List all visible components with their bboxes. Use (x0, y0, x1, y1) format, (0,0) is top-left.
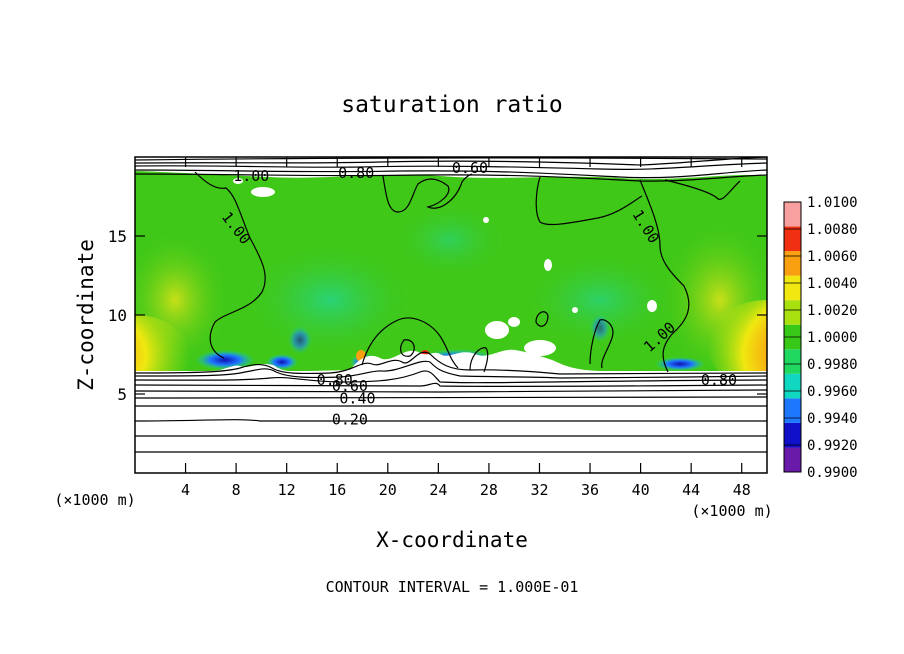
field-white-hole (483, 217, 489, 223)
colorbar-label: 0.9940 (807, 411, 858, 427)
contour-label: 0.40 (339, 390, 375, 408)
contour-label: 1.00 (233, 167, 269, 185)
contour-line-1-00 (589, 319, 614, 369)
field-cyan-patch (520, 250, 680, 350)
contour-line-1-00 (535, 176, 643, 226)
x-tick-label: 4 (181, 481, 190, 499)
colorbar-label: 1.0080 (807, 222, 858, 238)
x-tick-label: 48 (733, 481, 751, 499)
contour-label: 0.80 (338, 164, 374, 182)
contour-lines (135, 157, 767, 454)
contour-line-upper (135, 157, 767, 166)
contour-label: 0.60 (332, 377, 368, 395)
contour-line-1-00 (535, 311, 549, 327)
x-unit-right: (×1000 m) (691, 502, 772, 520)
colorbar-label: 0.9900 (807, 465, 858, 481)
colorbar-segment (784, 398, 801, 423)
colorbar-label: 1.0020 (807, 303, 858, 319)
colorbar-label: 1.0040 (807, 276, 858, 292)
colorbar-label: 1.0000 (807, 330, 858, 346)
x-tick-label: 12 (278, 481, 296, 499)
x-axis: 4 8 12 16 20 24 28 32 36 40 44 48 (181, 157, 751, 499)
field-white-hole (508, 317, 520, 327)
contour-line-lower (135, 389, 767, 393)
colorbar-label: 0.9920 (807, 438, 858, 454)
field-white-hole (572, 307, 578, 313)
contour-label: 0.80 (701, 371, 737, 389)
colorbar-segment (784, 349, 801, 374)
colorbar-label: 0.9960 (807, 384, 858, 400)
y-axis: 5 10 15 (108, 227, 767, 404)
x-tick-label: 24 (429, 481, 447, 499)
contour-line-lower (135, 419, 767, 423)
field-red-right (707, 300, 767, 390)
contour-line-upper (135, 169, 767, 179)
field-lower-white-band (135, 349, 767, 473)
x-tick-label: 40 (632, 481, 650, 499)
field-white-hole (233, 178, 243, 184)
contour-line-upper (135, 162, 767, 170)
contour-line-upper (135, 173, 767, 182)
contour-line-1-00 (361, 317, 459, 369)
contour-label: 0.60 (452, 159, 488, 177)
y-axis-label: Z-coordinate (74, 239, 98, 391)
contour-line-lower (135, 351, 767, 375)
contour-line-upper (135, 157, 767, 161)
field-cyan-patch (390, 200, 510, 280)
x-tick-label: 32 (530, 481, 548, 499)
y-tick-label: 10 (108, 306, 127, 325)
field-blue-patch (655, 357, 705, 371)
colorbar-segment (784, 226, 801, 252)
contour-line-lower (135, 360, 767, 379)
x-tick-label: 16 (328, 481, 346, 499)
colorbar-segment (784, 447, 801, 472)
field-blue-patch (195, 350, 255, 370)
colorbar-segment (784, 300, 801, 325)
colorbar-segment (784, 202, 801, 227)
contour-labels: 1.00 0.80 0.601.00 1.001.000.800.600.400.20… (218, 159, 737, 428)
contour-label: 0.20 (332, 410, 368, 428)
contour-line-lower (135, 382, 767, 388)
y-tick-label: 5 (117, 385, 127, 404)
contour-interval-footnote: CONTOUR INTERVAL = 1.000E-01 (326, 578, 579, 596)
contour-line-lower (135, 370, 767, 384)
contour-line-1-00 (664, 179, 741, 200)
x-tick-label: 44 (682, 481, 700, 499)
colorbar-label: 0.9980 (807, 357, 858, 373)
x-tick-label: 28 (480, 481, 498, 499)
field-cyan-patch (240, 240, 420, 360)
field-blue-patch (288, 326, 312, 354)
x-unit-left: (×1000 m) (54, 491, 135, 509)
x-tick-label: 36 (581, 481, 599, 499)
contour-label: 0.80 (317, 371, 353, 389)
colorbar-segment (784, 373, 801, 399)
x-tick-label: 20 (379, 481, 397, 499)
plot-area (135, 157, 767, 473)
x-axis-label: X-coordinate (376, 528, 528, 552)
field-blue-patch (590, 314, 610, 342)
colorbar-segment (784, 275, 801, 301)
y-tick-label: 15 (108, 227, 127, 246)
contour-line-1-00 (382, 173, 473, 213)
colorbar-label: 1.0060 (807, 249, 858, 265)
field-white-hole (647, 300, 657, 312)
contour-line-1-00 (639, 179, 690, 373)
colorbar-segment (784, 251, 801, 276)
field-white-hole (524, 340, 556, 356)
field-white-hole (544, 259, 552, 271)
colorbar-segment (784, 422, 801, 448)
chart-title: saturation ratio (341, 92, 563, 118)
colorbar: 0.9900 0.9920 0.9940 0.9960 0.9980 1.0000 1.00… (783, 195, 858, 481)
x-tick-label: 8 (232, 481, 241, 499)
field-white-hole (251, 187, 275, 197)
colorbar-label: 1.0100 (807, 195, 858, 211)
contour-line-1-00 (469, 347, 489, 373)
contour-line-1-00 (194, 171, 266, 359)
contour-line-1-00 (400, 339, 415, 357)
field-white-hole (485, 321, 509, 339)
